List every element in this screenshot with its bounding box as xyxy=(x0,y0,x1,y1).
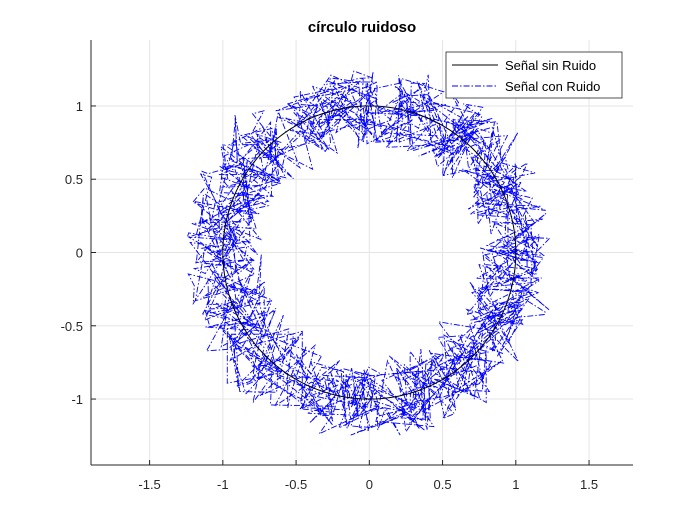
x-ticks: -1.5 -1 -0.5 0 0.5 1 1.5 xyxy=(138,460,598,492)
x-tick-label: -1.5 xyxy=(138,477,160,492)
x-tick-label: 1 xyxy=(512,477,519,492)
y-tick-label: -0.5 xyxy=(61,319,83,334)
x-tick-label: -0.5 xyxy=(285,477,307,492)
legend-label-noisy-signal: Señal con Ruido xyxy=(505,79,600,94)
y-tick-label: 0 xyxy=(76,246,83,261)
x-tick-label: 0.5 xyxy=(434,477,452,492)
chart-title: círculo ruidoso xyxy=(308,19,416,36)
y-tick-label: 0.5 xyxy=(65,172,83,187)
x-tick-label: 1.5 xyxy=(580,477,598,492)
y-tick-label: 1 xyxy=(76,99,83,114)
legend: Señal sin Ruido Señal con Ruido xyxy=(445,51,623,99)
x-tick-label: -1 xyxy=(217,477,229,492)
y-ticks: -1 -0.5 0 0.5 1 xyxy=(61,99,96,407)
legend-label-clean-signal: Señal sin Ruido xyxy=(505,58,596,73)
legend-box xyxy=(445,51,623,99)
series-layer xyxy=(186,70,551,436)
y-tick-label: -1 xyxy=(71,392,83,407)
series-line-noisy-signal xyxy=(186,70,551,436)
x-tick-label: 0 xyxy=(366,477,373,492)
series-line-clean-signal xyxy=(222,105,517,400)
